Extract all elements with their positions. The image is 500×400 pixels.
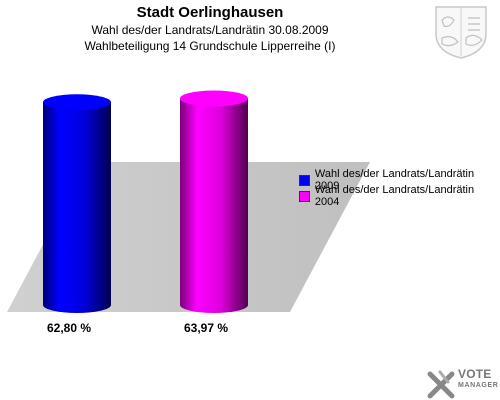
chart-subtitle-turnout: Wahlbeteiligung 14 Grundschule Lipperrei…	[84, 39, 336, 53]
bar-0	[43, 94, 111, 313]
vote-manager-logo-text: VOTE MANAGER	[458, 367, 499, 391]
vote-manager-logo-icon	[427, 370, 455, 399]
legend-label-2004: Wahl des/der Landrats/Landrätin 2004	[314, 184, 475, 208]
legend-item-2009: Wahl des/der Landrats/Landrätin 2009	[299, 168, 500, 192]
legend-label-2009: Wahl des/der Landrats/Landrätin 2009	[314, 168, 475, 192]
bar-1	[180, 90, 248, 313]
value-label-1: 63,97 %	[184, 321, 228, 335]
chart-title: Stadt Oerlinghausen	[136, 4, 284, 21]
bar-top-0	[43, 94, 111, 111]
legend-swatch-2009	[299, 174, 310, 186]
bar-body-0	[43, 102, 111, 313]
chart-subtitle-election: Wahl des/der Landrats/Landrätin 30.08.20…	[91, 23, 329, 37]
chart-legend: Wahl des/der Landrats/Landrätin 2009 Wah…	[299, 168, 500, 208]
logo-line-vote: VOTE	[458, 367, 492, 381]
legend-swatch-2004	[299, 190, 310, 202]
coat-of-arms-icon	[435, 6, 487, 59]
value-label-0: 62,80 %	[47, 321, 91, 335]
legend-item-2004: Wahl des/der Landrats/Landrätin 2004	[299, 184, 500, 208]
bar-body-1	[180, 98, 248, 313]
bar-top-1	[180, 90, 248, 107]
logo-line-manager: MANAGER	[458, 382, 499, 389]
